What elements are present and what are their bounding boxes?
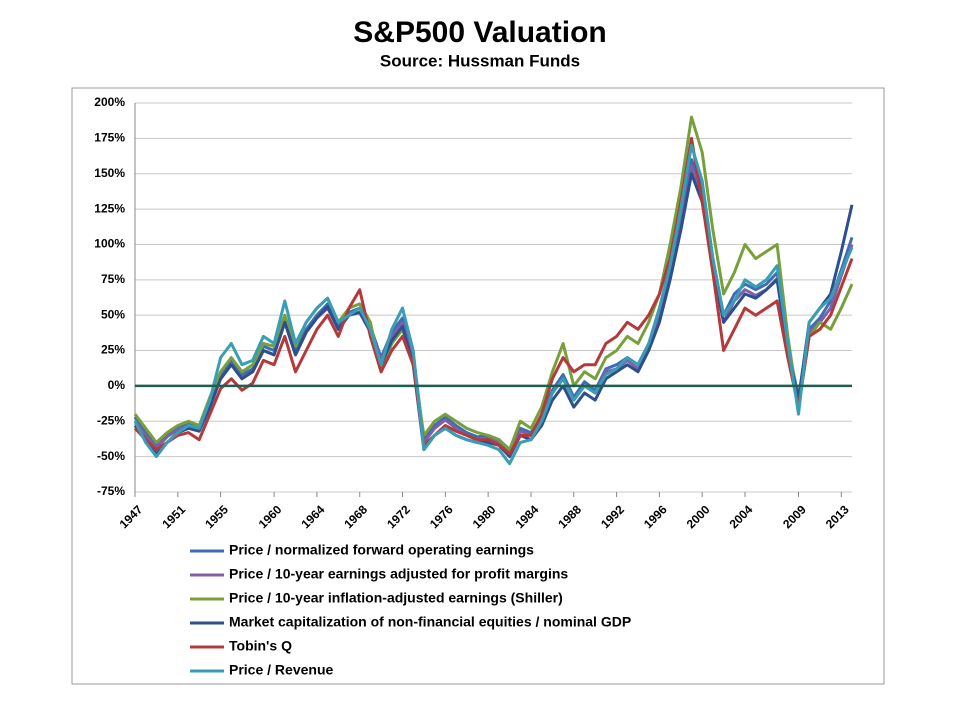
legend-label: Price / 10-year inflation-adjusted earni… [229, 590, 563, 606]
x-tick-label: 2004 [727, 502, 756, 531]
y-tick-label: -50% [97, 449, 125, 463]
x-tick-label: 1955 [202, 502, 231, 531]
x-tick-label: 1984 [513, 502, 542, 531]
y-tick-label: 75% [101, 272, 125, 286]
chart-subtitle: Source: Hussman Funds [380, 51, 580, 70]
y-tick-label: 50% [101, 307, 125, 321]
series-line [133, 143, 854, 466]
x-tick-label: 1960 [256, 502, 285, 531]
x-tick-label: 1996 [641, 502, 670, 531]
y-tick-label: -75% [97, 484, 125, 498]
chart-title: S&P500 Valuation [353, 16, 606, 49]
y-tick-label: 0% [108, 378, 126, 392]
legend-label: Price / normalized forward operating ear… [229, 542, 534, 558]
y-tick-label: 125% [94, 201, 125, 215]
y-tick-label: 200% [94, 95, 125, 109]
x-tick-label: 2013 [823, 502, 852, 531]
y-tick-label: 150% [94, 166, 125, 180]
x-tick-label: 2000 [684, 502, 713, 531]
x-tick-label: 1992 [598, 502, 627, 531]
x-tick-label: 1980 [470, 502, 499, 531]
chart-frame [71, 87, 885, 685]
x-tick-label: 2009 [780, 502, 809, 531]
x-tick-label: 1968 [341, 502, 370, 531]
y-tick-label: 25% [101, 343, 125, 357]
y-tick-label: 175% [94, 131, 125, 145]
x-tick-label: 1951 [159, 502, 188, 531]
y-tick-label: -25% [97, 413, 125, 427]
x-tick-label: 1988 [555, 502, 584, 531]
legend-label: Price / Revenue [229, 662, 333, 678]
x-tick-label: 1972 [384, 502, 413, 531]
series-line [133, 158, 854, 452]
x-tick-label: 1964 [299, 502, 328, 531]
legend-label: Tobin's Q [229, 638, 292, 654]
x-tick-label: 1976 [427, 502, 456, 531]
legend-label: Market capitalization of non-financial e… [229, 614, 631, 630]
series-line [133, 136, 854, 456]
series-line [133, 115, 854, 452]
x-tick-label: 1947 [117, 502, 146, 531]
y-tick-label: 100% [94, 237, 125, 251]
legend-label: Price / 10-year earnings adjusted for pr… [229, 566, 568, 582]
